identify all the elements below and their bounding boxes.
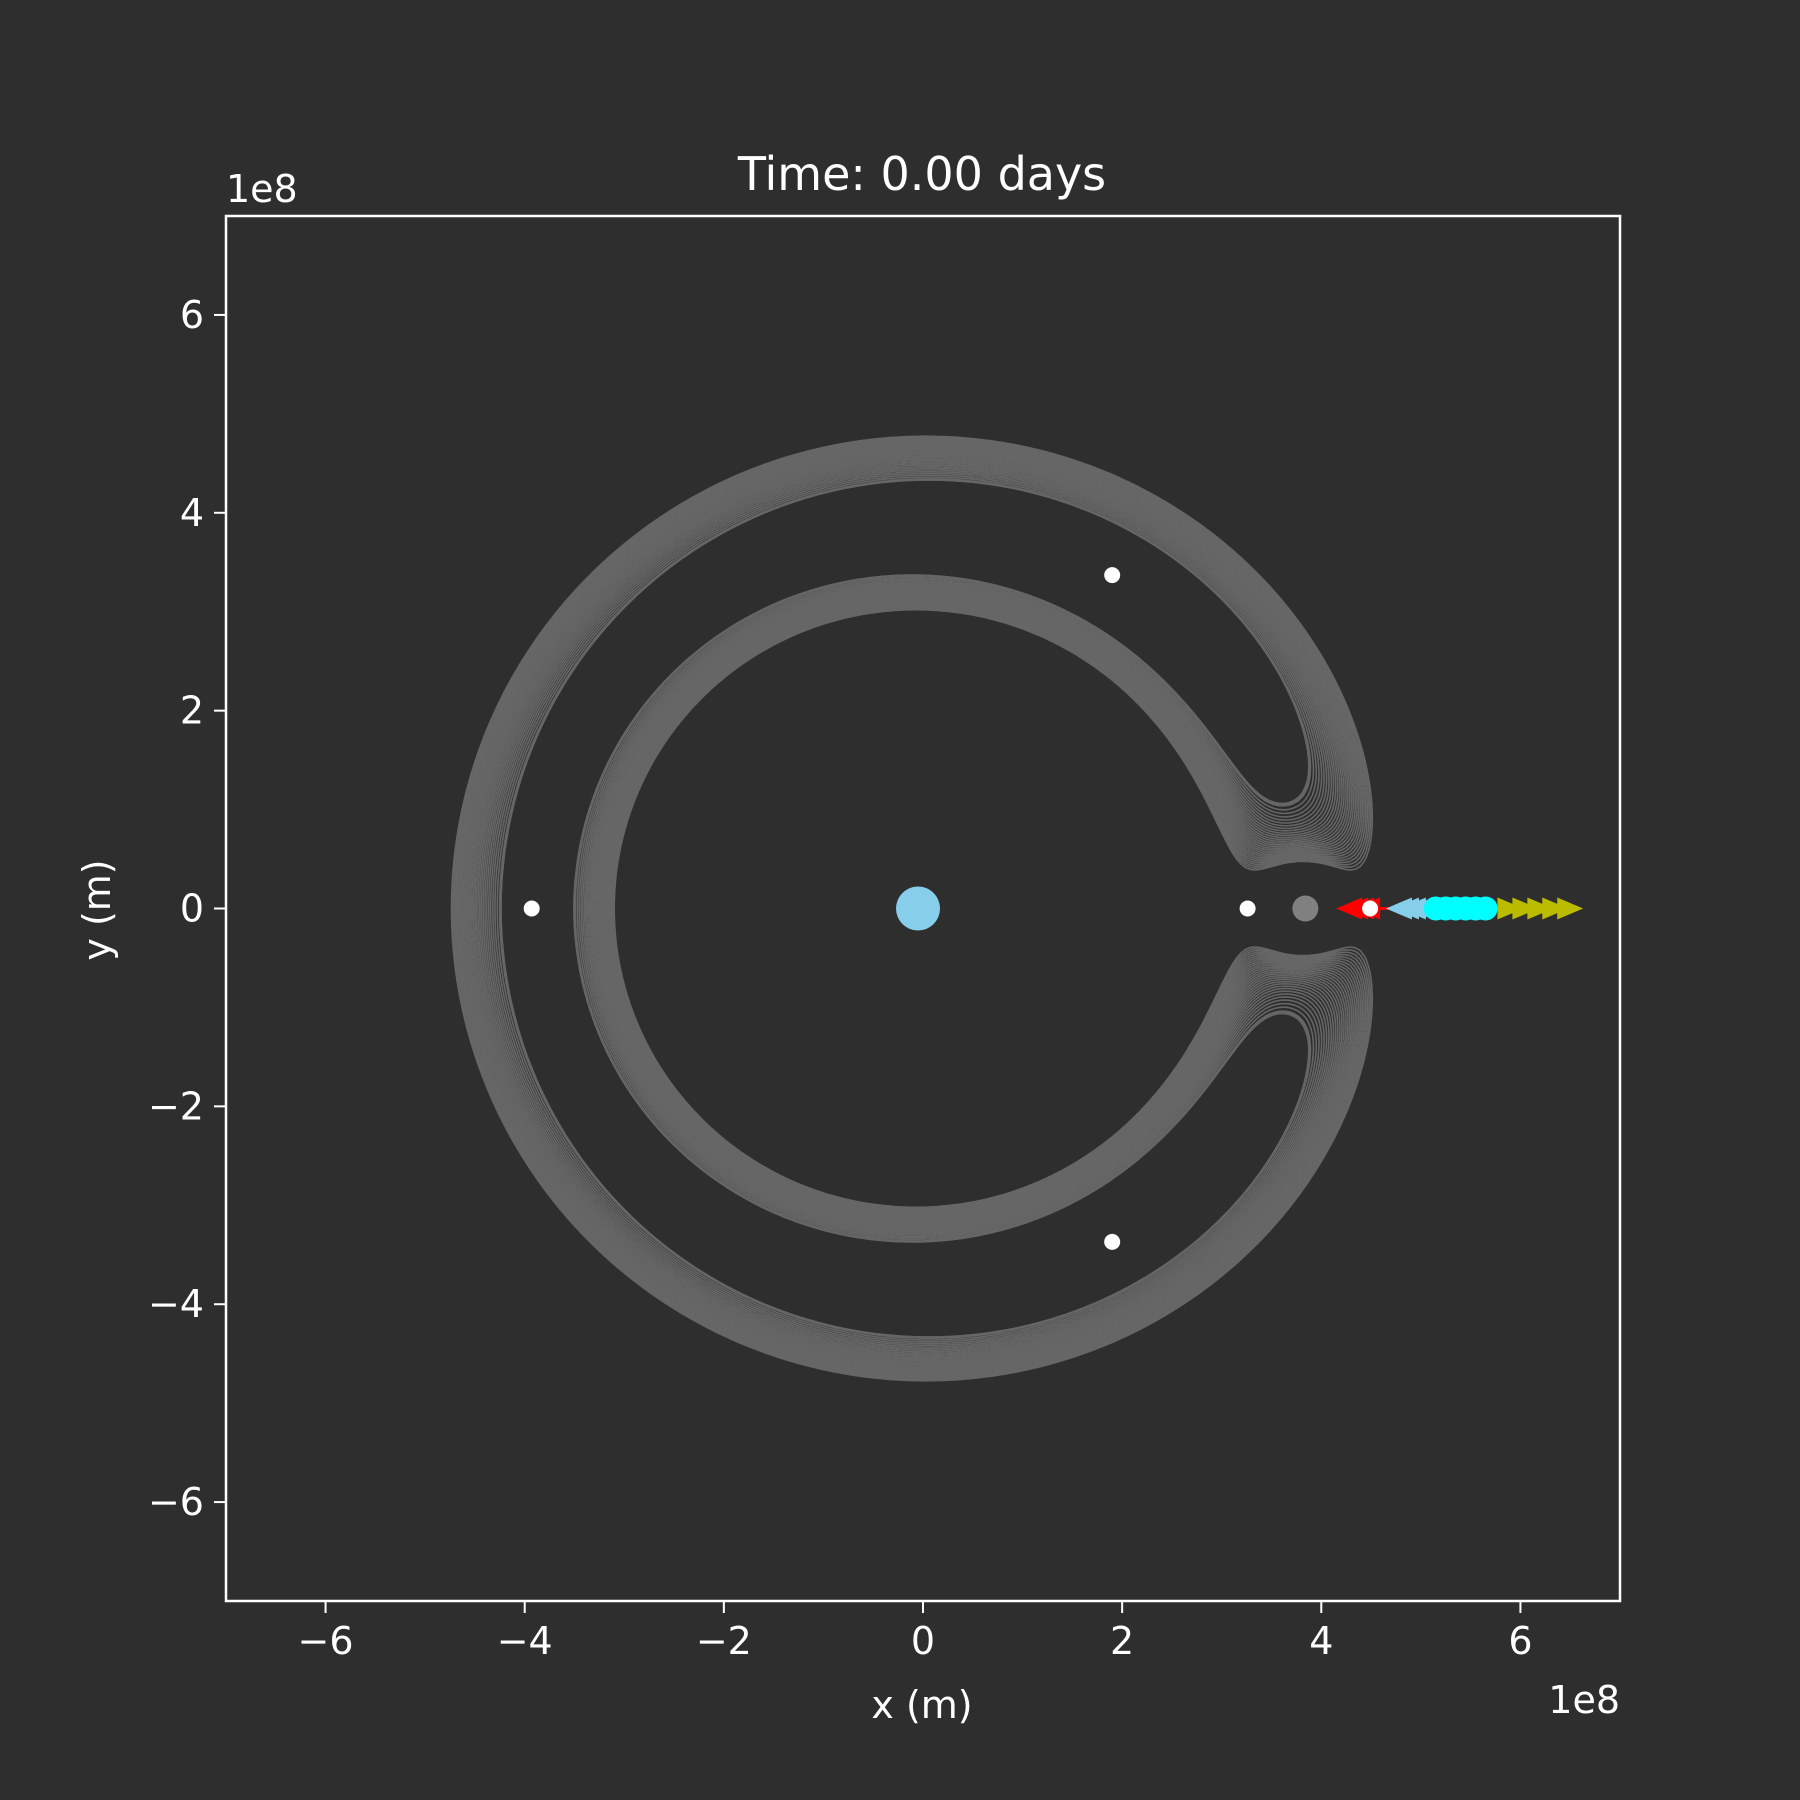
- contour-line: [496, 476, 1315, 1341]
- chart-title: Time: 0.00 days: [737, 147, 1106, 201]
- contour-line: [480, 462, 1335, 1355]
- contour-line: [465, 448, 1355, 1369]
- contour-line: [484, 465, 1330, 1352]
- cyan-circle-marker: [1473, 896, 1498, 921]
- contour-line: [474, 456, 1343, 1361]
- contour-line: [494, 474, 1318, 1343]
- y-tick-label: −6: [148, 1480, 204, 1524]
- yellow-triangle-marker: [1512, 897, 1539, 920]
- y-tick-label: 0: [180, 887, 204, 931]
- y-offset-label: 1e8: [226, 167, 298, 211]
- contour-line: [475, 458, 1341, 1359]
- contour-line: [467, 451, 1351, 1366]
- x-tick-label: 4: [1309, 1619, 1333, 1663]
- contour-line: [482, 464, 1333, 1353]
- contour-line: [460, 445, 1360, 1372]
- contour-line: [450, 435, 1374, 1382]
- x-offset-label: 1e8: [1548, 1678, 1620, 1722]
- contour-line: [462, 446, 1358, 1371]
- contour-line: [453, 437, 1370, 1380]
- x-tick-label: 2: [1110, 1619, 1134, 1663]
- contour-line: [488, 469, 1325, 1348]
- contour-line: [470, 454, 1347, 1363]
- lagrange-point: [1104, 1233, 1121, 1250]
- lagrange-point: [1362, 900, 1379, 917]
- x-tick-label: 6: [1508, 1619, 1532, 1663]
- contour-line: [459, 443, 1362, 1374]
- yellow-triangle-marker: [1527, 897, 1554, 920]
- x-axis-label: x (m): [871, 1683, 972, 1727]
- moon-marker: [1292, 895, 1319, 922]
- contour-line: [466, 450, 1353, 1367]
- x-tick-label: −6: [298, 1619, 354, 1663]
- contour-line: [456, 441, 1365, 1376]
- x-tick-label: −2: [696, 1619, 752, 1663]
- contour-line: [499, 478, 1311, 1339]
- contour-line: [486, 467, 1328, 1350]
- earth-marker: [896, 886, 941, 931]
- yellow-triangle-marker: [1497, 897, 1524, 920]
- y-tick-label: −2: [148, 1084, 204, 1128]
- y-tick-label: −4: [148, 1282, 204, 1326]
- lagrange-point: [1104, 567, 1121, 584]
- x-tick-label: −4: [497, 1619, 553, 1663]
- contour-line: [492, 472, 1320, 1345]
- data-marks: [523, 567, 1584, 1250]
- contour-line: [454, 438, 1369, 1379]
- contour-line: [463, 447, 1357, 1370]
- contour-lines: [450, 435, 1374, 1382]
- y-axis-label: y (m): [75, 859, 119, 960]
- contour-line: [458, 442, 1364, 1375]
- y-tick-label: 2: [180, 689, 204, 733]
- lagrange-point: [1239, 900, 1256, 917]
- contour-line: [455, 440, 1367, 1377]
- contour-line: [469, 452, 1349, 1365]
- contour-line: [477, 459, 1339, 1358]
- yellow-triangle-marker: [1542, 897, 1569, 920]
- x-tick-label: 0: [911, 1619, 935, 1663]
- contour-line: [478, 461, 1337, 1356]
- lagrange-point: [523, 900, 540, 917]
- y-tick-label: 4: [180, 491, 204, 535]
- contour-line: [489, 470, 1323, 1347]
- axis-ticks: −6 −4 −2 0 2 4 6 −6 −4 −2 0 2 4 6: [148, 293, 1533, 1663]
- contour-line: [472, 455, 1345, 1362]
- yellow-triangle-marker: [1557, 897, 1584, 920]
- y-tick-label: 6: [180, 293, 204, 337]
- contour-line: [451, 436, 1372, 1381]
